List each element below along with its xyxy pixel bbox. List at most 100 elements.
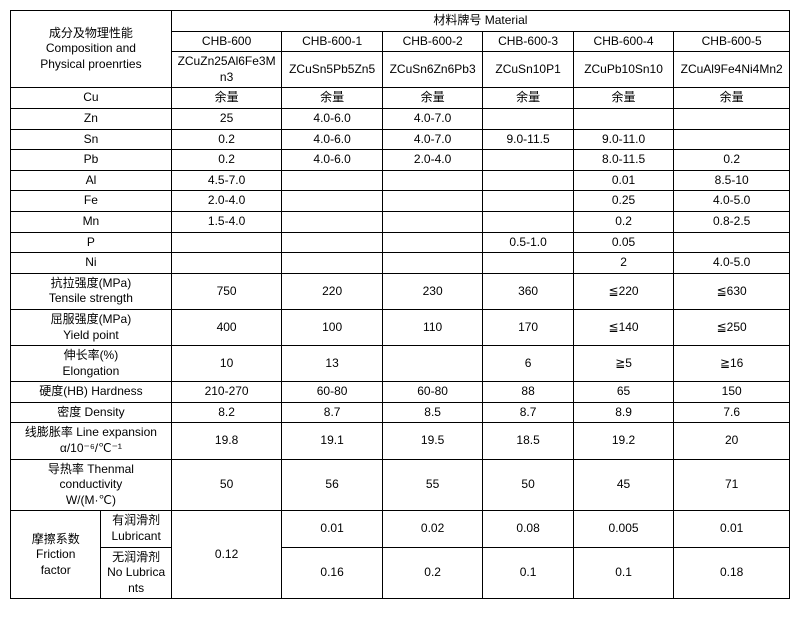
material-code-4: CHB-600-4 (573, 31, 674, 52)
cell-4-3 (483, 170, 573, 191)
friction-lub-3: 0.08 (483, 511, 573, 547)
cell-4-0: 4.5-7.0 (171, 170, 282, 191)
cell-9-2: 230 (382, 273, 483, 309)
cell-9-1: 220 (282, 273, 383, 309)
row-label-10: 屈服强度(MPa)Yield point (11, 309, 172, 345)
material-code-1: CHB-600-1 (282, 31, 383, 52)
hdr-en2: Physical proenrties (40, 57, 141, 71)
row-label-13: 密度 Density (11, 402, 172, 423)
cell-3-3 (483, 150, 573, 171)
cell-13-3: 8.7 (483, 402, 573, 423)
cell-2-3: 9.0-11.5 (483, 129, 573, 150)
material-alloy-5: ZCuAl9Fe4Ni4Mn2 (674, 52, 790, 88)
cell-9-5: ≦630 (674, 273, 790, 309)
cell-6-4: 0.2 (573, 211, 674, 232)
cell-4-5: 8.5-10 (674, 170, 790, 191)
cell-11-2 (382, 346, 483, 382)
cell-1-1: 4.0-6.0 (282, 108, 383, 129)
cell-12-0: 210-270 (171, 382, 282, 403)
cell-8-3 (483, 253, 573, 274)
row-label-7: P (11, 232, 172, 253)
cell-10-3: 170 (483, 309, 573, 345)
cell-10-2: 110 (382, 309, 483, 345)
material-alloy-1: ZCuSn5Pb5Zn5 (282, 52, 383, 88)
friction-group-label: 摩擦系数Frictionfactor (11, 511, 101, 599)
hdr-cn: 成分及物理性能 (49, 26, 133, 40)
cell-13-0: 8.2 (171, 402, 282, 423)
cell-14-4: 19.2 (573, 423, 674, 459)
cell-7-5 (674, 232, 790, 253)
cell-11-0: 10 (171, 346, 282, 382)
cell-10-0: 400 (171, 309, 282, 345)
cell-4-4: 0.01 (573, 170, 674, 191)
cell-0-4: 余量 (573, 88, 674, 109)
friction-lub-label: 有润滑剂Lubricant (101, 511, 171, 547)
cell-14-3: 18.5 (483, 423, 573, 459)
cell-1-3 (483, 108, 573, 129)
material-alloy-3: ZCuSn10P1 (483, 52, 573, 88)
row-label-15: 导热率 ThenmalconductivityW/(M·℃) (11, 459, 172, 511)
cell-12-1: 60-80 (282, 382, 383, 403)
cell-2-0: 0.2 (171, 129, 282, 150)
cell-14-5: 20 (674, 423, 790, 459)
cell-5-0: 2.0-4.0 (171, 191, 282, 212)
row-label-1: Zn (11, 108, 172, 129)
cell-11-4: ≧5 (573, 346, 674, 382)
cell-15-1: 56 (282, 459, 383, 511)
cell-14-0: 19.8 (171, 423, 282, 459)
cell-6-2 (382, 211, 483, 232)
friction-lub-4: 0.005 (573, 511, 674, 547)
header-material: 材料牌号 Material (171, 11, 789, 32)
cell-8-5: 4.0-5.0 (674, 253, 790, 274)
cell-3-1: 4.0-6.0 (282, 150, 383, 171)
cell-9-4: ≦220 (573, 273, 674, 309)
friction-nolub-label: 无润滑剂No Lubricants (101, 547, 171, 599)
cell-12-2: 60-80 (382, 382, 483, 403)
cell-12-5: 150 (674, 382, 790, 403)
cell-3-5: 0.2 (674, 150, 790, 171)
friction-nolub-1: 0.16 (282, 547, 383, 599)
cell-6-5: 0.8-2.5 (674, 211, 790, 232)
cell-15-0: 50 (171, 459, 282, 511)
cell-8-0 (171, 253, 282, 274)
cell-0-1: 余量 (282, 88, 383, 109)
cell-15-4: 45 (573, 459, 674, 511)
cell-9-3: 360 (483, 273, 573, 309)
cell-2-4: 9.0-11.0 (573, 129, 674, 150)
cell-12-3: 88 (483, 382, 573, 403)
material-code-2: CHB-600-2 (382, 31, 483, 52)
cell-0-5: 余量 (674, 88, 790, 109)
material-code-3: CHB-600-3 (483, 31, 573, 52)
cell-6-1 (282, 211, 383, 232)
friction-col0: 0.12 (171, 511, 282, 599)
cell-0-0: 余量 (171, 88, 282, 109)
cell-0-2: 余量 (382, 88, 483, 109)
cell-0-3: 余量 (483, 88, 573, 109)
row-label-11: 伸长率(%)Elongation (11, 346, 172, 382)
row-label-3: Pb (11, 150, 172, 171)
friction-nolub-2: 0.2 (382, 547, 483, 599)
cell-2-1: 4.0-6.0 (282, 129, 383, 150)
friction-lub-5: 0.01 (674, 511, 790, 547)
friction-nolub-5: 0.18 (674, 547, 790, 599)
cell-6-3 (483, 211, 573, 232)
cell-6-0: 1.5-4.0 (171, 211, 282, 232)
friction-nolub-4: 0.1 (573, 547, 674, 599)
cell-15-2: 55 (382, 459, 483, 511)
material-code-0: CHB-600 (171, 31, 282, 52)
row-label-0: Cu (11, 88, 172, 109)
cell-13-4: 8.9 (573, 402, 674, 423)
row-label-9: 抗拉强度(MPa)Tensile strength (11, 273, 172, 309)
cell-5-1 (282, 191, 383, 212)
cell-11-5: ≧16 (674, 346, 790, 382)
cell-1-2: 4.0-7.0 (382, 108, 483, 129)
row-label-5: Fe (11, 191, 172, 212)
cell-15-3: 50 (483, 459, 573, 511)
cell-15-5: 71 (674, 459, 790, 511)
cell-5-5: 4.0-5.0 (674, 191, 790, 212)
cell-1-4 (573, 108, 674, 129)
cell-7-1 (282, 232, 383, 253)
cell-13-2: 8.5 (382, 402, 483, 423)
row-label-12: 硬度(HB) Hardness (11, 382, 172, 403)
cell-8-1 (282, 253, 383, 274)
